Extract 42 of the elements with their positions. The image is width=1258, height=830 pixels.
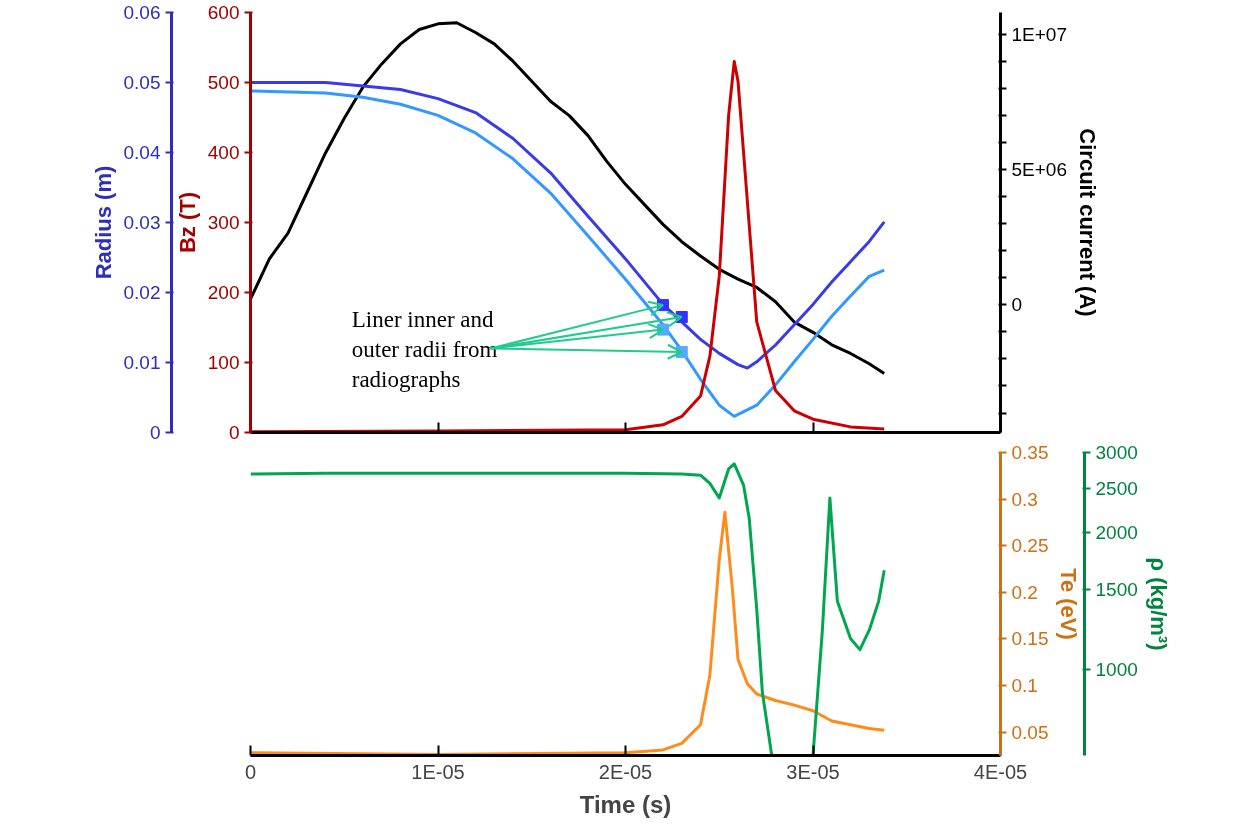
y-axis-title: Radius (m) xyxy=(90,165,116,280)
y2-tick-label: 300 xyxy=(207,212,240,233)
y-tick-label: 0.25 xyxy=(1011,535,1049,557)
y2-tick-label: 200 xyxy=(207,282,240,303)
y-tick-label: 0.02 xyxy=(123,282,161,303)
x-tick-label: 3E-05 xyxy=(786,760,840,783)
y3-tick-label: 5E+06 xyxy=(1011,158,1067,180)
y-tick-label: 0.15 xyxy=(1011,628,1049,650)
y2-axis-title: ρ (kg/m³) xyxy=(1145,557,1171,651)
line-series xyxy=(250,81,886,370)
y-tick-label: 0.2 xyxy=(1011,581,1038,603)
x-axis-title: Time (s) xyxy=(579,790,672,818)
y-tick-label: 0.05 xyxy=(1011,721,1049,743)
y2-tick-label: 2000 xyxy=(1095,522,1138,544)
y-tick-label: 0.3 xyxy=(1011,488,1038,510)
x-tick-label: 4E-05 xyxy=(973,760,1028,783)
y-tick-label: 0.01 xyxy=(123,352,161,373)
y-tick-label: 0.04 xyxy=(123,142,161,163)
y-tick-label: 0.05 xyxy=(123,72,161,93)
y3-axis-title: Circuit current (A) xyxy=(1074,128,1100,317)
x-tick-label: 0 xyxy=(244,760,257,783)
y2-axis-title: Bz (T) xyxy=(174,191,200,254)
y2-tick-label: 1000 xyxy=(1095,659,1138,680)
y2-tick-label: 600 xyxy=(207,2,240,23)
y-axis-title: Te (eV) xyxy=(1056,568,1082,640)
y-tick-label: 0.35 xyxy=(1011,442,1049,463)
x-tick-label: 1E-05 xyxy=(411,760,465,783)
y2-tick-label: 1500 xyxy=(1095,578,1138,600)
y-tick-label: 0.03 xyxy=(123,212,161,233)
y3-tick-label: 1E+07 xyxy=(1011,23,1067,45)
line-series xyxy=(250,510,886,756)
y2-tick-label: 2500 xyxy=(1095,478,1138,500)
y2-tick-label: 3000 xyxy=(1095,442,1138,463)
y2-tick-label: 400 xyxy=(207,142,240,163)
y2-tick-label: 100 xyxy=(207,352,240,373)
annotation: Liner inner and outer radii from radiographs xyxy=(351,306,498,392)
y2-tick-label: 500 xyxy=(207,72,240,93)
x-tick-label: 2E-05 xyxy=(598,760,653,783)
y-tick-label: 0 xyxy=(149,422,161,443)
y-tick-label: 0.1 xyxy=(1011,675,1038,697)
y-tick-label: 0.06 xyxy=(123,2,161,23)
y2-tick-label: 0 xyxy=(228,422,240,443)
